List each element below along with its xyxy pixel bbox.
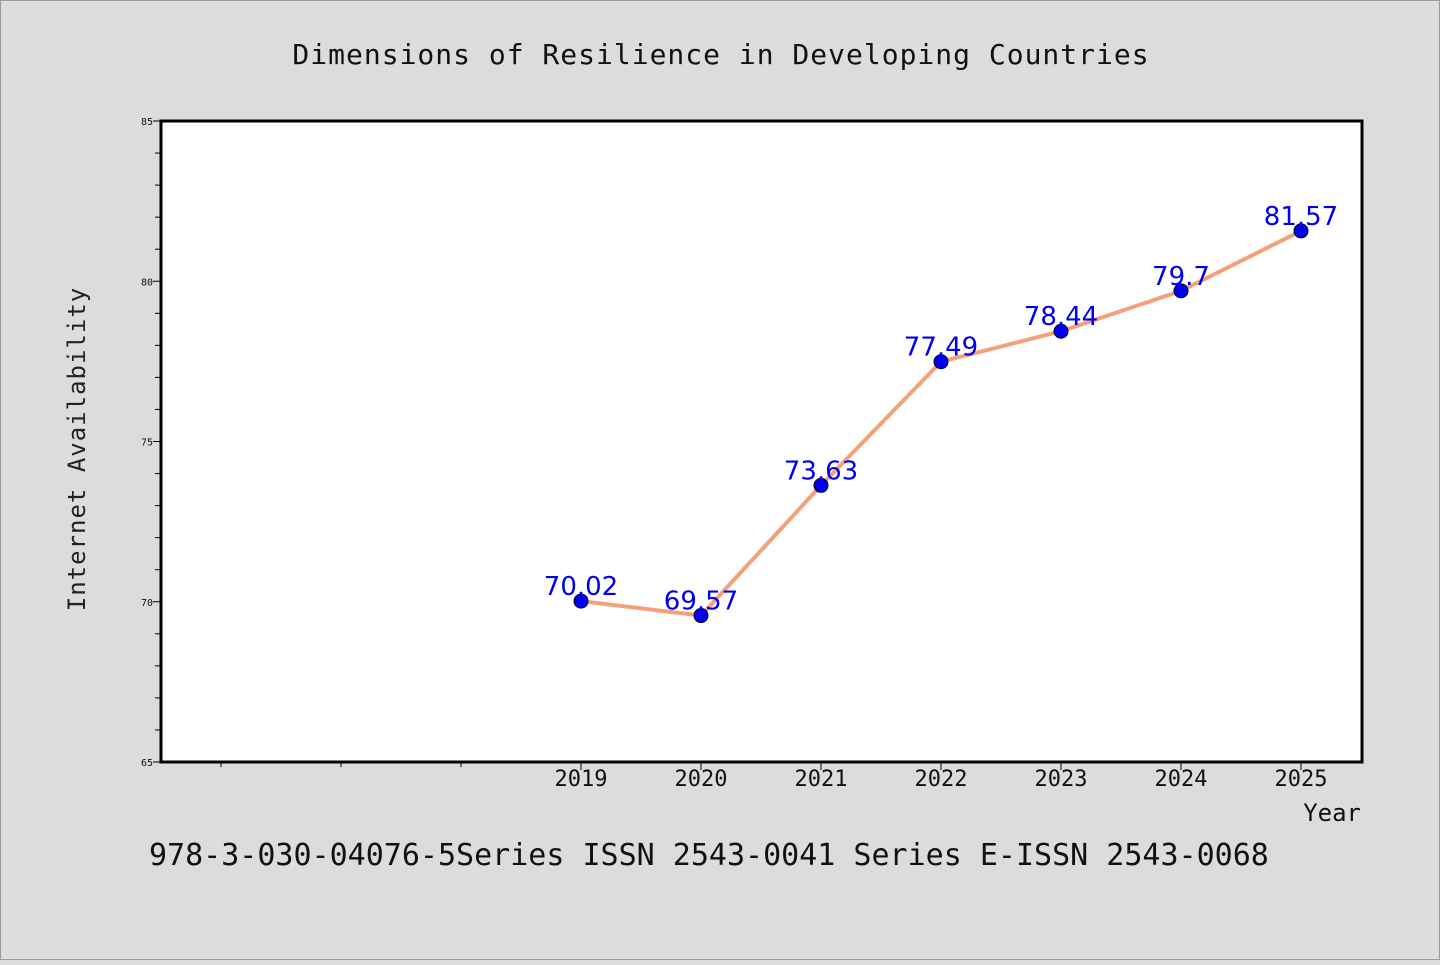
chart-title: Dimensions of Resilience in Developing C… (292, 38, 1149, 71)
series-group: 70.02 69.57 73.63 77.49 78.44 79.7 81.57 (544, 202, 1338, 624)
x-tick-label: 2023 (1035, 767, 1088, 792)
x-tick-label: 2022 (915, 767, 968, 792)
data-label: 69.57 (664, 587, 738, 617)
data-point (813, 477, 829, 493)
x-tick-label: 2020 (675, 767, 728, 792)
y-tick-label: 85 (141, 117, 153, 128)
data-point (933, 354, 949, 370)
data-point (1173, 283, 1189, 299)
data-point (1053, 323, 1069, 339)
y-tick-label: 70 (141, 598, 153, 609)
data-point (693, 608, 709, 624)
x-tick-label: 2024 (1155, 767, 1208, 792)
x-tick-label: 2019 (555, 767, 608, 792)
data-label: 77.49 (904, 333, 978, 363)
y-tick-label: 80 (141, 277, 153, 288)
footer-text: 978-3-030-04076-5Series ISSN 2543-0041 S… (149, 838, 1269, 873)
data-label: 78.44 (1024, 302, 1098, 332)
x-tick-label: 2021 (795, 767, 848, 792)
plot-area (159, 119, 1364, 764)
data-label: 79.7 (1152, 262, 1210, 292)
data-label: 70.02 (544, 572, 618, 602)
y-axis-label: Internet Availability (63, 287, 91, 611)
data-label: 73.63 (784, 456, 858, 486)
y-tick-label: 75 (141, 438, 153, 449)
x-axis-label: Year (1303, 799, 1361, 827)
data-label: 81.57 (1264, 202, 1338, 232)
x-tick-label: 2025 (1275, 767, 1328, 792)
data-point (1293, 223, 1309, 239)
y-axis-ticks: 65 70 75 80 85 (141, 117, 161, 769)
x-axis-ticks: 2019 2020 2021 2022 2023 2024 2025 (220, 762, 1328, 792)
data-point (573, 593, 589, 609)
y-tick-label: 65 (141, 758, 153, 769)
